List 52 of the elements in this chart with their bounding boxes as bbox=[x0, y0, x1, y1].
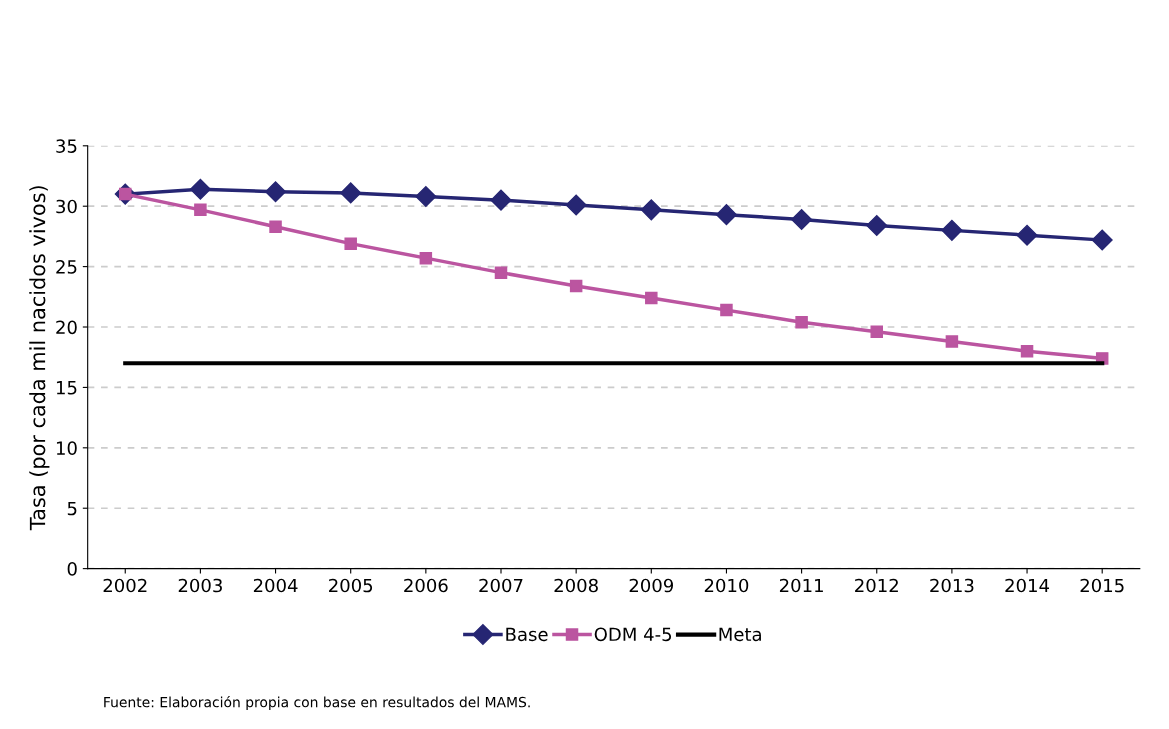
y-tick-label: 30 bbox=[56, 199, 77, 214]
source-note: Fuente: Elaboración propia con base en resultados del MAMS. bbox=[104, 696, 530, 711]
point bbox=[640, 199, 662, 221]
x-tick-label: 2004 bbox=[253, 578, 298, 593]
x-tick-label: 2011 bbox=[779, 578, 823, 593]
y-tick-label: 5 bbox=[67, 501, 77, 516]
x-tick-label: 2002 bbox=[103, 578, 147, 593]
point bbox=[866, 215, 888, 237]
point bbox=[194, 203, 207, 217]
point bbox=[265, 181, 287, 203]
x-tick-label: 2003 bbox=[178, 578, 222, 593]
x-tick-label: 2007 bbox=[479, 578, 523, 593]
x-tick-label: 2013 bbox=[930, 578, 974, 593]
y-tick-label: 20 bbox=[56, 320, 77, 335]
point bbox=[715, 204, 737, 226]
point bbox=[565, 194, 587, 216]
y-tick-label: 35 bbox=[56, 139, 77, 153]
point bbox=[795, 315, 808, 329]
x-tick-label: 2012 bbox=[855, 578, 898, 593]
x-tick-label: 2008 bbox=[554, 578, 598, 593]
point bbox=[415, 186, 437, 208]
x-tick-label: 2006 bbox=[404, 578, 448, 593]
point bbox=[340, 182, 362, 204]
point bbox=[494, 266, 508, 279]
point bbox=[645, 291, 658, 305]
y-tick-label: 15 bbox=[56, 381, 77, 395]
y-axis-title: Tasa (por cada mil nacidos vivos) bbox=[29, 186, 50, 531]
point bbox=[791, 208, 813, 231]
point bbox=[1091, 229, 1113, 251]
point bbox=[720, 303, 733, 317]
legend-label: Base bbox=[506, 627, 548, 642]
point bbox=[569, 279, 583, 293]
point bbox=[419, 251, 433, 265]
x-tick-label: 2015 bbox=[1080, 578, 1124, 593]
point bbox=[490, 189, 512, 211]
point bbox=[189, 178, 211, 200]
x-tick-label: 2010 bbox=[704, 578, 749, 593]
y-tick-label: 25 bbox=[56, 260, 77, 274]
y-tick-label: 0 bbox=[67, 562, 77, 576]
legend-label: Meta bbox=[719, 627, 761, 642]
x-tick-label: 2005 bbox=[329, 578, 373, 593]
point bbox=[1016, 224, 1038, 246]
point bbox=[945, 335, 959, 348]
x-tick-label: 2014 bbox=[1005, 578, 1050, 593]
y-tick-label: 10 bbox=[56, 441, 77, 455]
point bbox=[344, 237, 357, 250]
point bbox=[1020, 344, 1034, 358]
x-tick-label: 2009 bbox=[629, 578, 674, 593]
point bbox=[941, 219, 963, 241]
point bbox=[870, 325, 884, 339]
legend-label: ODM 4-5 bbox=[594, 627, 672, 642]
point bbox=[269, 220, 282, 233]
